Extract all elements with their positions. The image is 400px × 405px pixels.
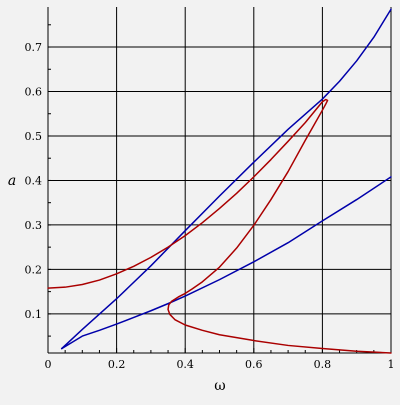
y-tick-label: 0.6 bbox=[25, 85, 43, 98]
x-axis-label: ω bbox=[214, 378, 225, 394]
x-tick-label: 0.6 bbox=[245, 358, 263, 371]
y-axis-label: a bbox=[8, 173, 16, 189]
ticks: 0 0.2 0.4 0.6 0.8 1 0.1 0.2 0.3 0.4 0.5 0.6 0.7 bbox=[25, 24, 395, 371]
grid bbox=[48, 7, 392, 353]
x-tick-label: 0.2 bbox=[108, 358, 126, 371]
y-tick-label: 0.2 bbox=[25, 263, 43, 276]
x-tick-label: 0.8 bbox=[314, 358, 332, 371]
series-line-0 bbox=[60, 176, 392, 350]
y-tick-label: 0.5 bbox=[25, 130, 43, 143]
x-tick-label: 1 bbox=[388, 358, 395, 371]
y-tick-label: 0.3 bbox=[25, 219, 43, 232]
y-tick-label: 0.4 bbox=[25, 174, 43, 187]
y-tick-label: 0.7 bbox=[25, 41, 43, 54]
y-tick-label: 0.1 bbox=[25, 308, 43, 321]
series-layer bbox=[47, 8, 392, 354]
x-tick-label: 0.4 bbox=[176, 358, 194, 371]
series-line-2 bbox=[47, 98, 392, 354]
series-line-1 bbox=[60, 8, 392, 350]
x-tick-label: 0 bbox=[45, 358, 52, 371]
